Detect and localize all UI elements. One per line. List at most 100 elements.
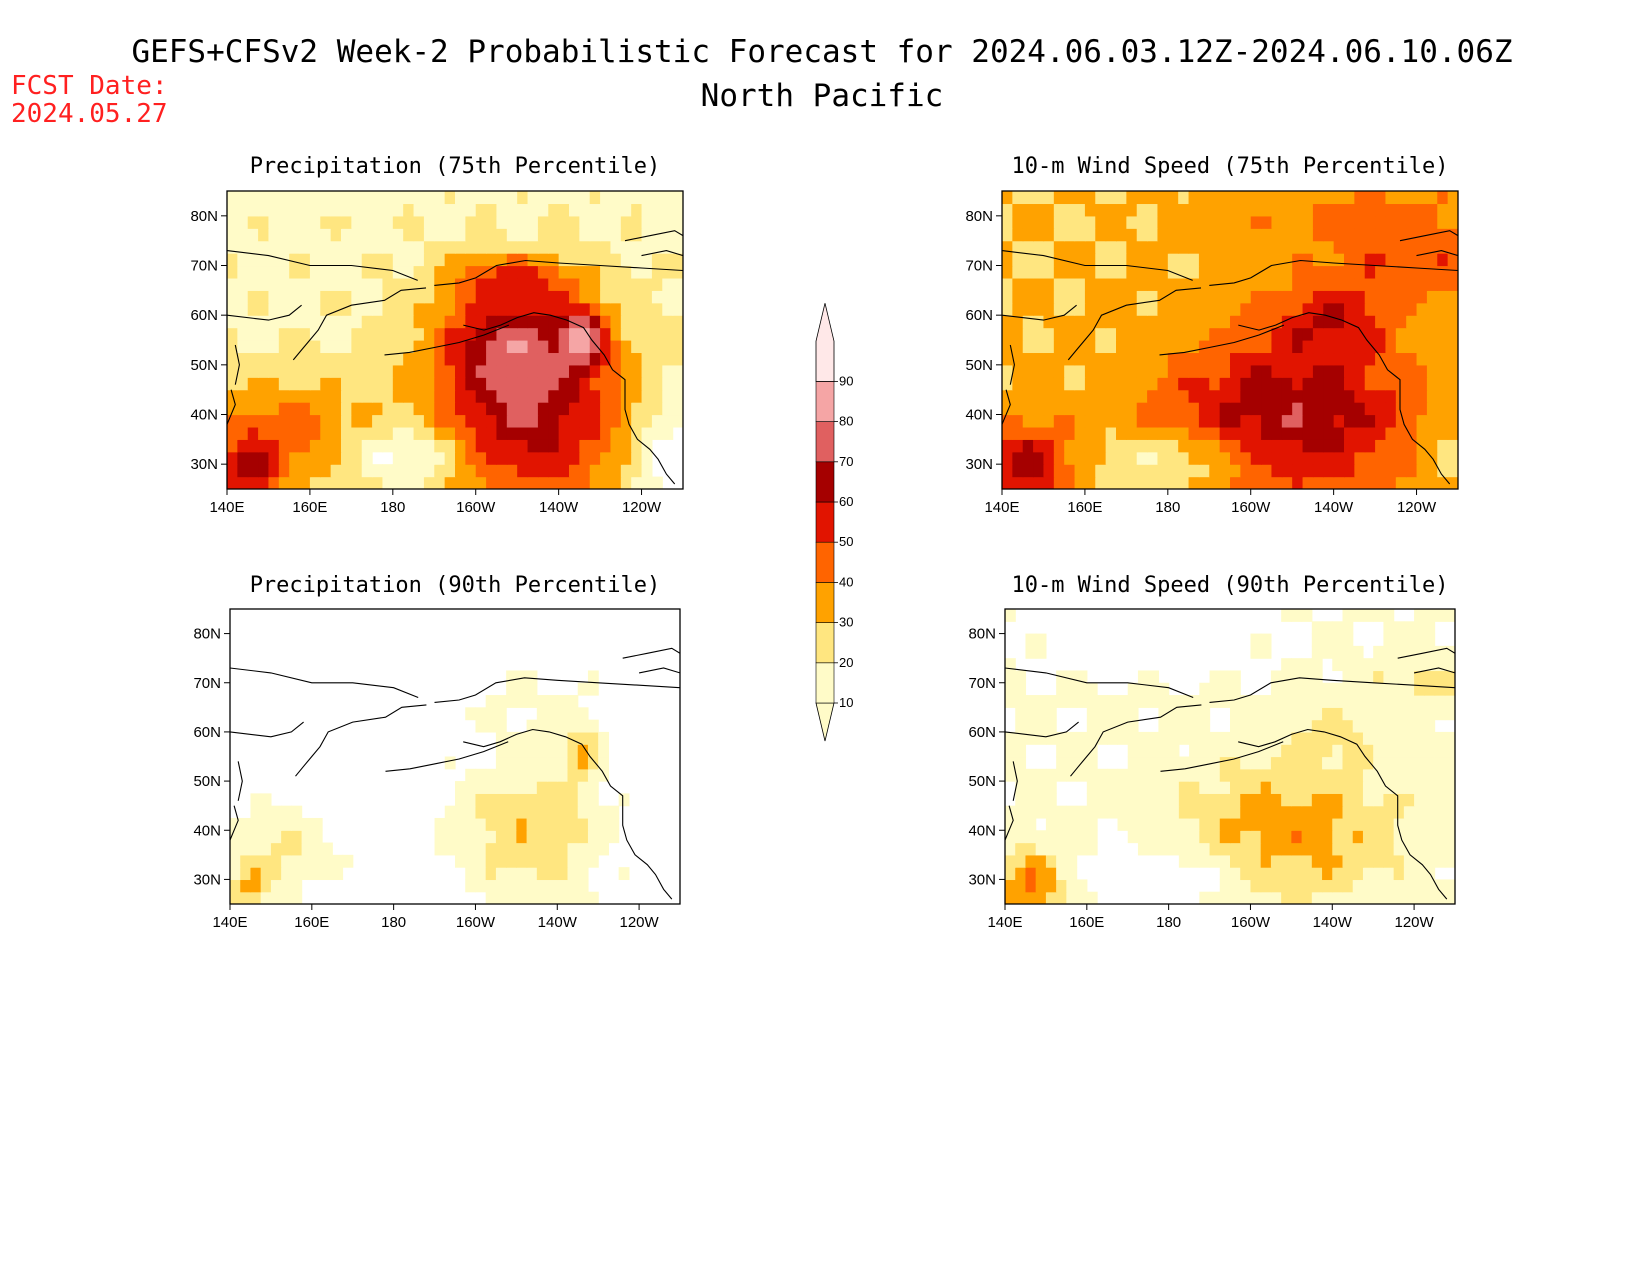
field-cell	[1373, 891, 1385, 904]
field-cell	[465, 377, 477, 391]
field-cell	[610, 265, 622, 279]
field-cell	[1158, 719, 1170, 733]
field-cell	[506, 340, 518, 354]
field-cell	[548, 191, 560, 205]
field-cell	[536, 805, 548, 819]
field-cell	[641, 451, 653, 465]
field-cell	[1393, 805, 1405, 819]
field-cell	[351, 340, 363, 354]
field-cell	[1261, 451, 1273, 465]
field-cell	[1416, 215, 1428, 229]
field-cell	[1416, 191, 1428, 205]
field-cell	[247, 253, 259, 267]
field-cell	[1250, 240, 1262, 254]
field-cell	[1105, 215, 1117, 229]
field-cell	[558, 402, 570, 416]
field-cell	[230, 854, 241, 868]
field-cell	[1342, 867, 1354, 881]
field-cell	[567, 817, 579, 831]
field-cell	[455, 364, 466, 378]
field-cell	[1157, 253, 1169, 267]
field-cell	[1043, 228, 1055, 242]
field-cell	[1301, 854, 1313, 868]
field-cell	[278, 215, 290, 229]
field-cell	[1230, 364, 1241, 378]
field-cell	[475, 389, 487, 403]
field-cell	[1209, 352, 1221, 366]
field-cell	[1240, 364, 1252, 378]
field-cell	[372, 377, 384, 391]
field-cell	[1344, 402, 1355, 416]
field-cell	[506, 215, 518, 229]
field-cell	[1015, 805, 1027, 819]
field-cell	[237, 290, 249, 304]
field-cell	[278, 265, 290, 279]
field-cell	[258, 191, 270, 205]
field-cell	[485, 879, 497, 893]
coastline	[434, 259, 683, 286]
field-cell	[1117, 731, 1129, 745]
field-cell	[1301, 867, 1313, 881]
field-cell	[1271, 290, 1283, 304]
field-cell	[527, 464, 539, 478]
field-cell	[227, 464, 238, 478]
field-cell	[620, 426, 632, 440]
field-cell	[527, 451, 539, 465]
field-cell	[1403, 707, 1415, 721]
field-cell	[1126, 364, 1138, 378]
field-cell	[1209, 228, 1221, 242]
field-cell	[444, 215, 456, 229]
field-cell	[258, 228, 270, 242]
field-cell	[1333, 377, 1345, 391]
field-cell	[548, 364, 560, 378]
field-cell	[320, 364, 332, 378]
field-cell	[1332, 756, 1344, 770]
field-cell	[299, 389, 311, 403]
field-cell	[1158, 817, 1170, 831]
field-cell	[672, 240, 683, 254]
field-cell	[537, 451, 549, 465]
field-cell	[1157, 265, 1169, 279]
field-cell	[278, 389, 290, 403]
field-cell	[1127, 781, 1139, 794]
field-cell	[516, 670, 528, 684]
field-cell	[227, 290, 238, 304]
field-cell	[651, 203, 663, 217]
coastline	[1070, 704, 1202, 777]
field-cell	[1364, 340, 1376, 354]
field-cell	[1352, 781, 1364, 794]
field-cell	[230, 830, 241, 844]
field-cell	[1344, 277, 1355, 291]
field-cell	[392, 439, 404, 453]
field-cell	[1188, 265, 1200, 279]
field-cell	[1209, 253, 1221, 267]
field-cell	[309, 290, 321, 304]
field-cell	[320, 402, 332, 416]
field-cell	[281, 830, 292, 844]
field-cell	[1178, 253, 1190, 267]
field-cell	[1095, 340, 1107, 354]
field-cell	[1395, 402, 1407, 416]
field-cell	[1074, 352, 1086, 366]
field-cell	[1199, 830, 1211, 844]
field-cell	[1301, 768, 1313, 782]
field-cell	[548, 277, 560, 291]
field-cell	[258, 253, 270, 267]
field-cell	[465, 364, 477, 378]
field-cell	[1250, 277, 1262, 291]
field-cell	[1250, 695, 1262, 708]
field-cell	[1434, 842, 1446, 856]
field-cell	[1188, 414, 1200, 428]
field-cell	[527, 290, 539, 304]
field-cell	[1025, 633, 1037, 647]
field-cell	[1292, 290, 1304, 304]
field-cell	[662, 302, 674, 316]
field-cell	[1312, 426, 1324, 440]
field-cell	[320, 203, 332, 217]
field-cell	[672, 253, 683, 267]
field-cell	[620, 253, 632, 267]
field-cell	[1158, 768, 1170, 782]
field-cell	[1219, 377, 1231, 391]
field-cell	[485, 805, 497, 819]
field-cell	[1147, 364, 1159, 378]
